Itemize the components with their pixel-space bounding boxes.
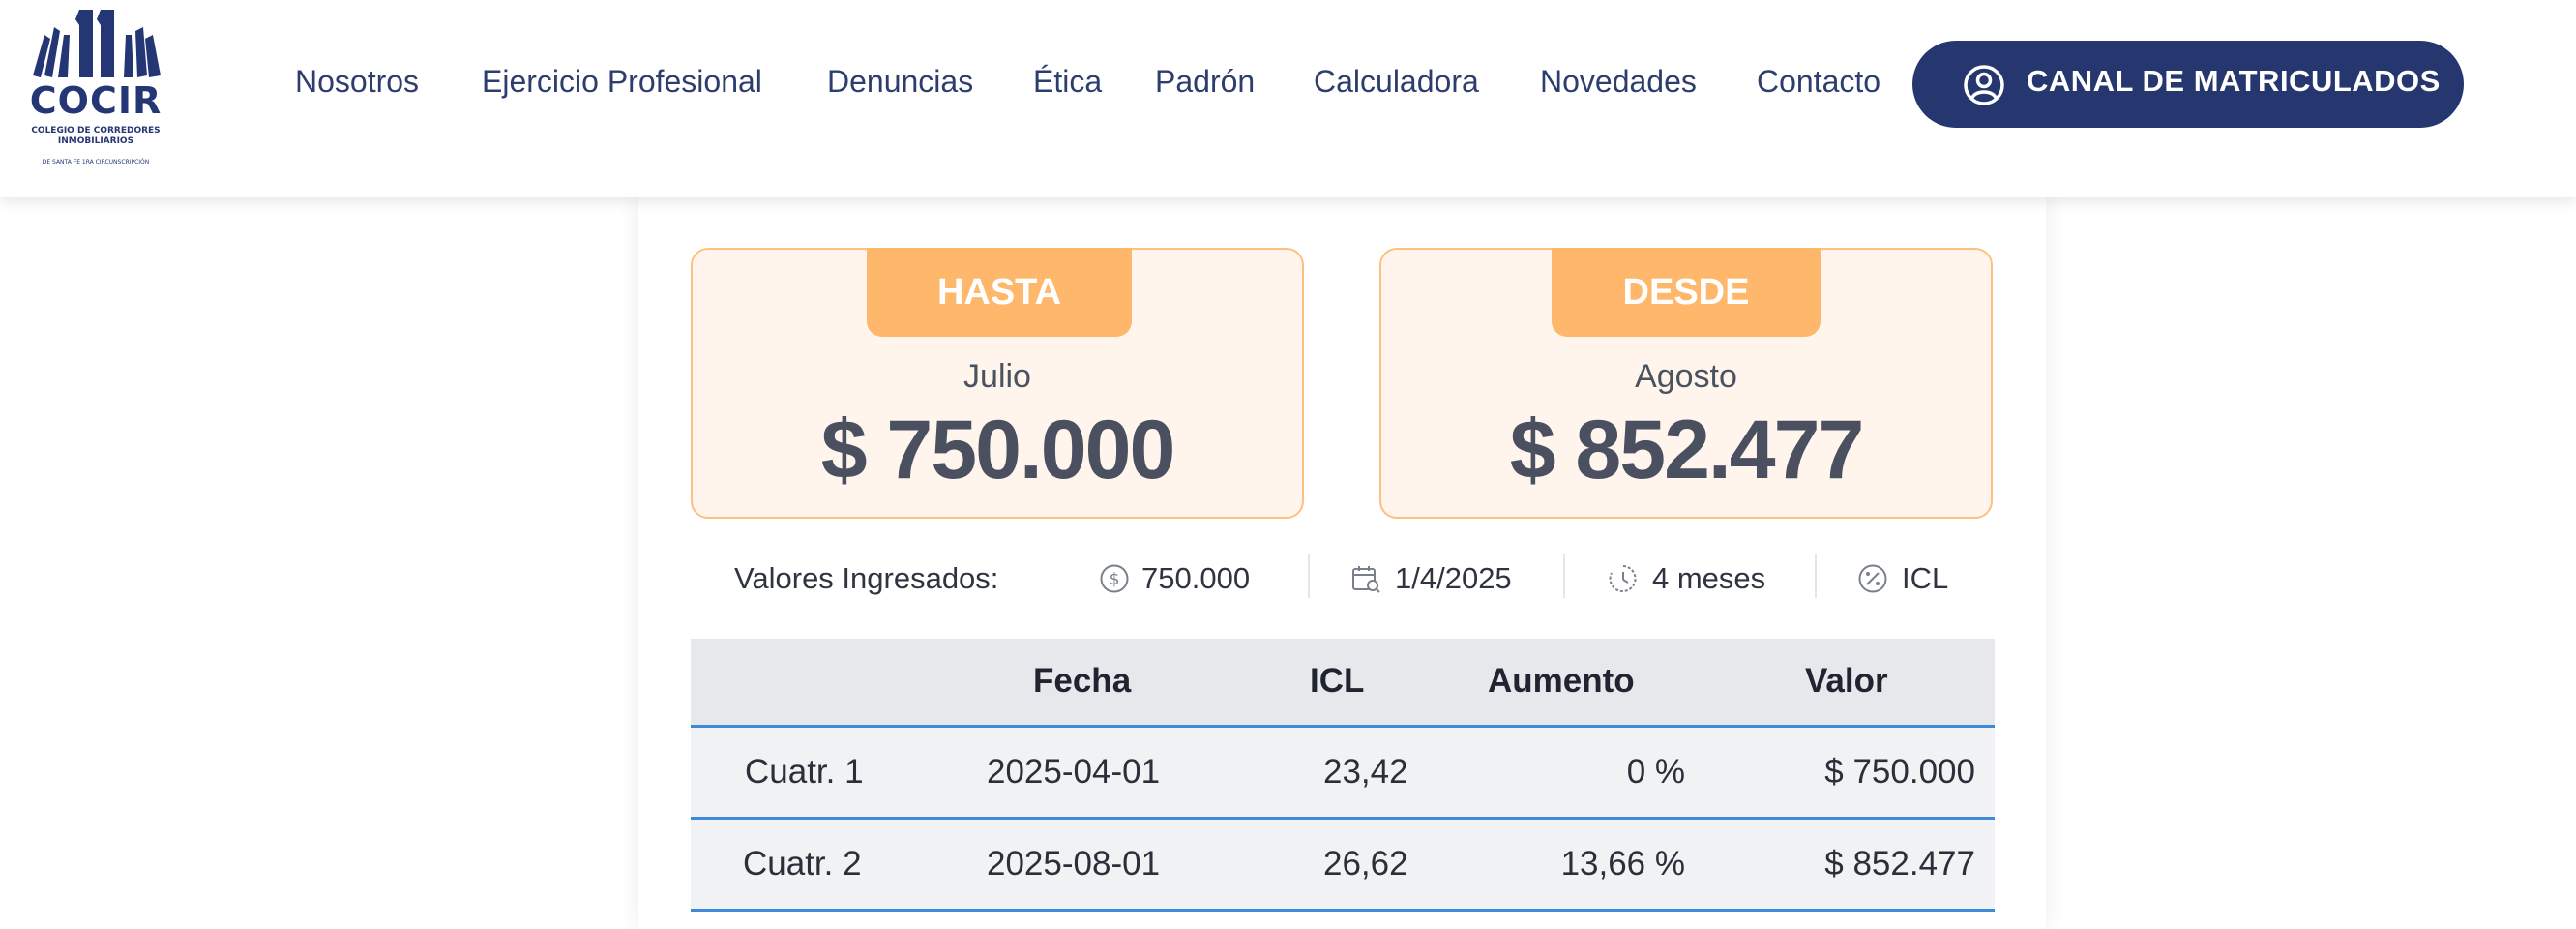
nav-item-nosotros[interactable]: Nosotros (295, 64, 420, 99)
desde-amount: $ 852.477 (1509, 404, 1865, 496)
row-icl: 26,62 (1323, 845, 1408, 883)
nav-item-calculadora[interactable]: Calculadora (1314, 64, 1479, 99)
header-aumento: Aumento (1488, 662, 1635, 700)
table-row: Cuatr. 2 2025-08-01 26,62 13,66 % $ 852.… (691, 820, 1995, 912)
row-increase: 0 % (1626, 753, 1685, 791)
hasta-tab: HASTA (867, 248, 1132, 337)
summary-period: 4 meses (1652, 561, 1766, 595)
nav-item-novedades[interactable]: Novedades (1540, 64, 1697, 99)
site-header: COCIR Colegio de Corredores Inmobiliario… (0, 0, 2576, 197)
nav-item-etica[interactable]: Ética (1033, 64, 1103, 99)
summary-divider (1563, 554, 1565, 598)
logo-tagline: de Santa Fe 1ra Circunscripción (42, 159, 150, 165)
summary-label: Valores Ingresados: (734, 561, 999, 595)
desde-result-box: DESDE Agosto $ 852.477 (1379, 248, 1993, 519)
cocir-logo-icon (33, 10, 161, 77)
nav-item-ejercicio-profesional[interactable]: Ejercicio Profesional (482, 64, 762, 99)
summary-divider (1815, 554, 1817, 598)
hasta-month: Julio (963, 358, 1031, 395)
row-value: $ 852.477 (1824, 845, 1975, 883)
row-value: $ 750.000 (1824, 753, 1975, 791)
row-period: Cuatr. 1 (745, 753, 864, 791)
summary-date: 1/4/2025 (1395, 561, 1512, 595)
logo-wordmark: COCIR (29, 79, 163, 122)
hasta-result-box: HASTA Julio $ 750.000 (691, 248, 1304, 519)
header-icl: ICL (1310, 662, 1365, 700)
canal-matriculados-button[interactable]: CANAL DE MATRICULADOS (1912, 41, 2464, 128)
row-date: 2025-04-01 (987, 753, 1161, 791)
summary-index: ICL (1902, 561, 1949, 595)
row-icl: 23,42 (1323, 753, 1408, 791)
header-fecha: Fecha (1033, 662, 1132, 700)
nav-item-padron[interactable]: Padrón (1155, 64, 1256, 99)
clock-icon (1609, 565, 1637, 592)
row-period: Cuatr. 2 (743, 845, 862, 883)
user-circle-icon (1964, 65, 2004, 105)
canal-matriculados-label: CANAL DE MATRICULADOS (2027, 64, 2441, 98)
desde-month: Agosto (1635, 358, 1737, 395)
summary-divider (1308, 554, 1310, 598)
logo-subtitle: Colegio de Corredores Inmobiliarios (31, 126, 161, 146)
row-date: 2025-08-01 (987, 845, 1161, 883)
nav-item-contacto[interactable]: Contacto (1757, 64, 1881, 99)
row-increase: 13,66 % (1560, 845, 1685, 883)
header-valor: Valor (1805, 662, 1888, 700)
calendar-search-icon (1352, 566, 1380, 593)
dollar-circle-icon: $ (1100, 564, 1129, 593)
percent-circle-icon (1858, 564, 1887, 593)
cocir-logo[interactable]: COCIR Colegio de Corredores Inmobiliario… (25, 6, 166, 168)
summary-amount: 750.000 (1141, 561, 1251, 595)
table-row: Cuatr. 1 2025-04-01 23,42 0 % $ 750.000 (691, 728, 1995, 820)
desde-tab: DESDE (1552, 248, 1821, 337)
svg-text:$: $ (1110, 570, 1120, 589)
hasta-amount: $ 750.000 (820, 404, 1176, 496)
nav-item-denuncias[interactable]: Denuncias (827, 64, 974, 99)
table-header-row: Fecha ICL Aumento Valor (691, 639, 1995, 728)
